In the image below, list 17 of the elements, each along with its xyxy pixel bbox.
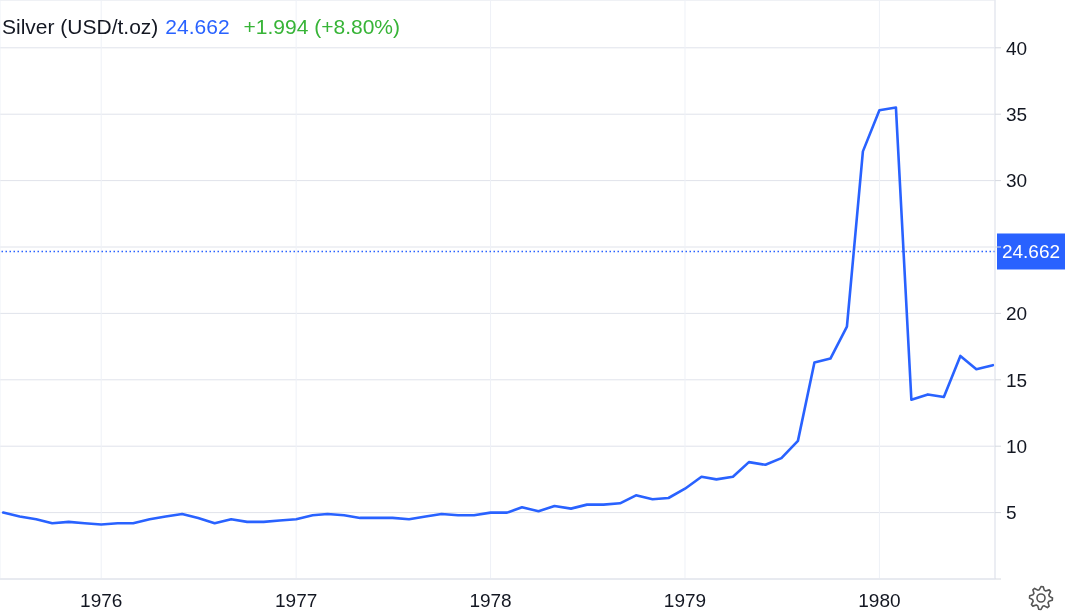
ref-line-label: 24.662: [1001, 241, 1061, 263]
line-series: [1, 106, 995, 526]
text: Silver (USD/t.oz): [2, 15, 159, 38]
x-tick-label: 1979: [663, 590, 707, 612]
annotation: +1.994 (+8.80%): [243, 15, 401, 38]
x-tick-label: 1976: [80, 590, 123, 612]
x-tick-label: 1977: [275, 590, 318, 612]
y-tick-label: 40: [1006, 37, 1028, 59]
y-tick-label: 5: [1006, 502, 1017, 524]
y-tick-label: 20: [1006, 303, 1028, 325]
y-tick-label: 30: [1006, 170, 1028, 192]
y-tick-label: 35: [1006, 103, 1028, 125]
y-tick-label: 15: [1006, 369, 1028, 391]
annotation: 24.662: [165, 15, 230, 38]
x-tick-label: 1978: [469, 590, 512, 612]
x-tick-label: 1980: [858, 590, 901, 612]
y-tick-label: 10: [1006, 435, 1028, 457]
